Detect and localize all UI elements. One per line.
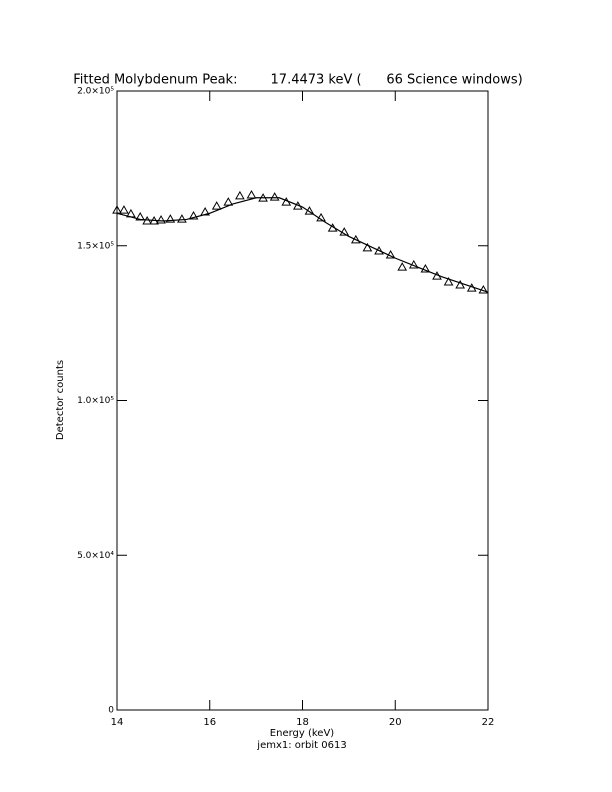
- data-point: [397, 262, 408, 271]
- y-axis-label: Detector counts: [55, 360, 66, 440]
- data-point: [246, 189, 257, 199]
- data-point: [165, 214, 176, 223]
- x-tick-label: 20: [389, 717, 402, 728]
- data-point: [177, 214, 187, 223]
- fit-line: [116, 197, 489, 293]
- x-tick-label: 18: [296, 717, 309, 728]
- data-point: [443, 276, 454, 286]
- data-point: [211, 201, 222, 210]
- plot-frame: [116, 90, 489, 711]
- data-point: [362, 242, 373, 252]
- data-point: [119, 205, 129, 214]
- y-tick-label: 0: [108, 706, 114, 716]
- y-tick-label: 2.0×10⁵: [77, 87, 114, 97]
- data-point: [188, 211, 199, 220]
- data-point: [455, 280, 466, 289]
- subtitle: jemx1: orbit 0613: [256, 740, 346, 751]
- data-point: [156, 215, 166, 224]
- data-point: [339, 227, 350, 236]
- x-tick-label: 16: [203, 717, 216, 728]
- data-point: [112, 205, 122, 214]
- chart-title: Fitted Molybdenum Peak: 17.4473 keV ( 66…: [73, 73, 523, 88]
- y-tick-label: 1.0×10⁵: [77, 396, 114, 406]
- data-point: [269, 192, 280, 201]
- x-tick-label: 14: [111, 717, 124, 728]
- data-point: [420, 263, 431, 273]
- x-axis-label: Energy (keV): [270, 728, 335, 739]
- y-tick-label: 5.0×10⁴: [77, 551, 114, 561]
- data-point: [223, 197, 234, 206]
- data-point: [235, 190, 245, 200]
- data-point: [374, 246, 384, 255]
- x-tick-label: 22: [482, 717, 495, 728]
- y-tick-label: 1.5×10⁵: [77, 241, 114, 251]
